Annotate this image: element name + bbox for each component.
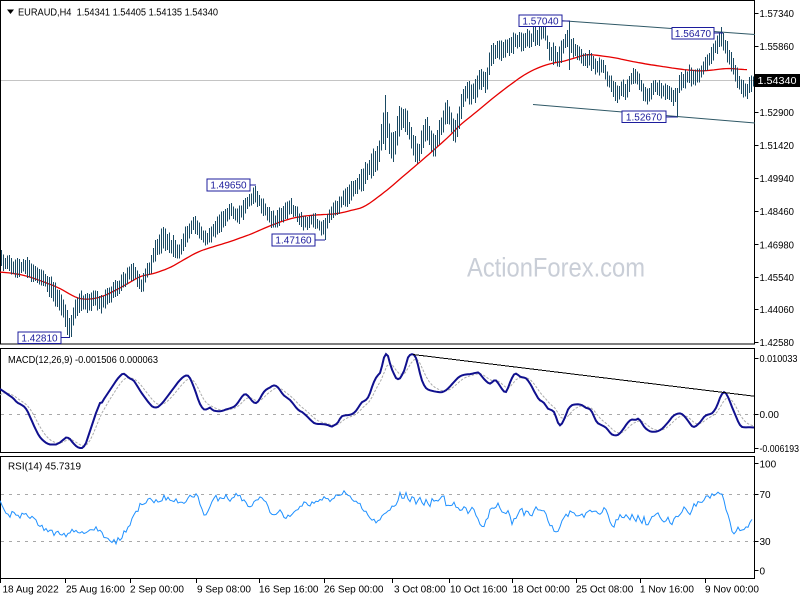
svg-text:1.46980: 1.46980	[760, 240, 795, 251]
svg-text:30: 30	[760, 537, 772, 548]
svg-text:9 Sep 08:00: 9 Sep 08:00	[197, 585, 251, 596]
svg-text:9 Nov 00:00: 9 Nov 00:00	[705, 585, 759, 596]
svg-text:0.00: 0.00	[760, 410, 780, 421]
svg-text:-0.006193: -0.006193	[760, 444, 800, 455]
svg-text:1.52670: 1.52670	[626, 112, 663, 123]
svg-text:MACD(12,26,9) -0.001506 0.0000: MACD(12,26,9) -0.001506 0.000063	[8, 355, 158, 366]
svg-text:25 Aug 16:00: 25 Aug 16:00	[66, 585, 125, 596]
svg-text:16 Sep 16:00: 16 Sep 16:00	[259, 585, 319, 596]
svg-text:1.57040: 1.57040	[522, 16, 559, 27]
svg-text:1.55860: 1.55860	[760, 42, 795, 53]
svg-text:1.51420: 1.51420	[760, 141, 795, 152]
svg-text:1.45540: 1.45540	[760, 273, 795, 284]
svg-text:3 Oct 08:00: 3 Oct 08:00	[394, 585, 446, 596]
svg-text:1.44060: 1.44060	[760, 305, 795, 316]
svg-text:0.010033: 0.010033	[760, 354, 798, 365]
svg-text:1.54340: 1.54340	[758, 76, 797, 87]
svg-text:1.42810: 1.42810	[21, 333, 58, 344]
svg-text:1.48460: 1.48460	[760, 207, 795, 218]
svg-text:1.52900: 1.52900	[760, 108, 795, 119]
svg-text:70: 70	[760, 490, 772, 501]
svg-text:18 Oct 00:00: 18 Oct 00:00	[513, 585, 571, 596]
svg-text:EURAUD,H4 1.54341 1.54405 1.5: EURAUD,H4 1.54341 1.54405 1.54135 1.5434…	[18, 8, 218, 19]
svg-text:1.57340: 1.57340	[760, 9, 795, 20]
svg-text:1.49650: 1.49650	[210, 181, 247, 192]
svg-text:25 Oct 08:00: 25 Oct 08:00	[576, 585, 634, 596]
svg-text:0: 0	[760, 566, 766, 577]
svg-text:1.47160: 1.47160	[275, 236, 312, 247]
svg-text:26 Sep 00:00: 26 Sep 00:00	[324, 585, 384, 596]
svg-text:18 Aug 2022: 18 Aug 2022	[3, 585, 60, 596]
svg-text:10 Oct 16:00: 10 Oct 16:00	[450, 585, 508, 596]
svg-text:RSI(14) 45.7319: RSI(14) 45.7319	[8, 462, 81, 473]
svg-text:1.56470: 1.56470	[675, 29, 712, 40]
svg-text:100: 100	[760, 459, 777, 470]
svg-text:2 Sep 00:00: 2 Sep 00:00	[130, 585, 184, 596]
svg-text:1.42580: 1.42580	[760, 338, 795, 349]
svg-text:1 Nov 16:00: 1 Nov 16:00	[640, 585, 694, 596]
svg-text:1.49940: 1.49940	[760, 174, 795, 185]
svg-text:ActionForex.com: ActionForex.com	[467, 253, 645, 283]
